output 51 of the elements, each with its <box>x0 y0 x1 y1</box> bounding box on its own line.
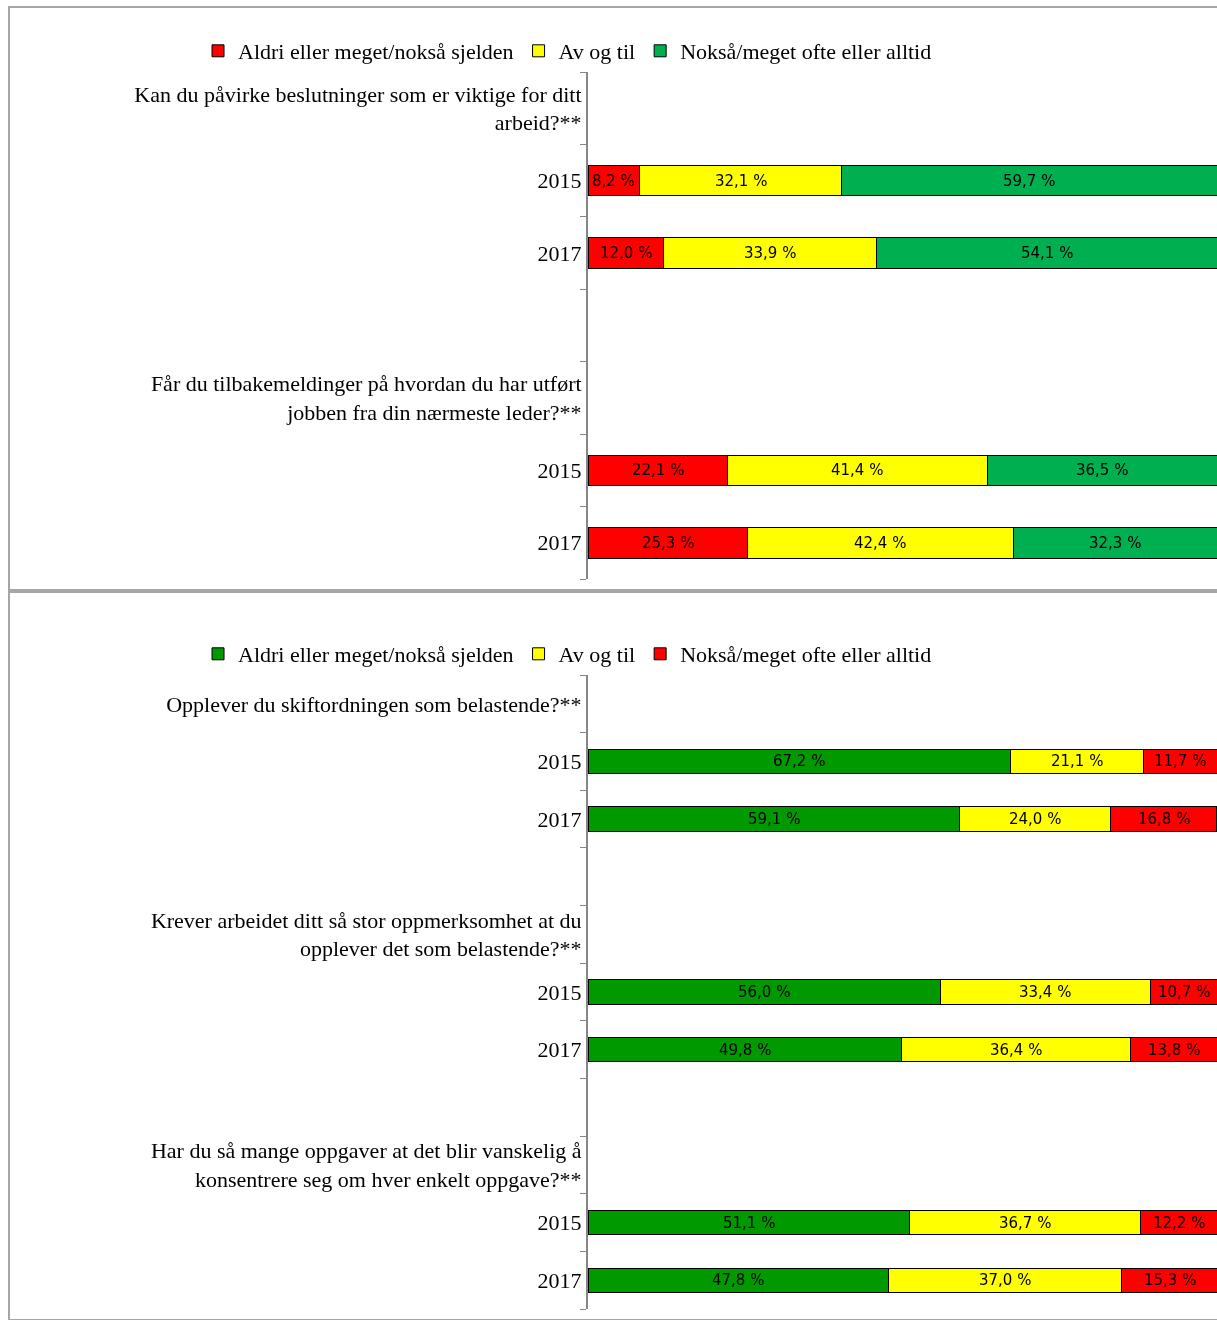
data-label: 10,7 % <box>1158 983 1211 1001</box>
data-label: 8,2 % <box>592 172 635 190</box>
y-tick-label: Har du så mange oppgaver at det blir vanskelig å konsentrere seg om hver enkelt oppgave?** <box>150 1138 582 1192</box>
y-tick-label: Krever arbeidet ditt så stor oppmerksomhet at du opplever det som belastende?** <box>150 907 582 962</box>
legend-label: Aldri eller meget/nokså sjelden <box>238 642 514 668</box>
data-label: 51,1 % <box>723 1214 776 1232</box>
data-label: 47,8 % <box>712 1271 765 1289</box>
data-label: 24,0 % <box>1009 810 1062 828</box>
data-label: 42,4 % <box>854 534 907 552</box>
data-label: 36,5 % <box>1076 461 1129 479</box>
data-label: 49,8 % <box>719 1041 772 1059</box>
data-label: 13,8 % <box>1148 1041 1201 1059</box>
data-label: 25,3 % <box>642 534 695 552</box>
data-label: 36,7 % <box>999 1214 1052 1232</box>
data-label: 37,0 % <box>979 1271 1032 1289</box>
data-label: 32,1 % <box>715 172 768 190</box>
data-label: 59,7 % <box>1003 172 1056 190</box>
data-label: 33,9 % <box>744 244 797 262</box>
data-label: 15,3 % <box>1144 1271 1197 1289</box>
data-label: 12,2 % <box>1153 1214 1206 1232</box>
y-tick-label: Opplever du skiftordningen som belastende?** <box>166 691 582 717</box>
y-tick-label: 2017 <box>537 1267 582 1293</box>
data-label: 59,1 % <box>748 810 801 828</box>
data-label: 56,0 % <box>738 983 791 1001</box>
y-tick-label: 2015 <box>537 168 582 194</box>
y-tick-label: 2017 <box>537 806 582 832</box>
data-label: 11,7 % <box>1154 752 1207 770</box>
y-tick-label: Får du tilbakemeldinger på hvordan du har utført jobben fra din nærmeste leder?** <box>150 371 582 425</box>
data-label: 12,0 % <box>600 244 653 262</box>
data-label: 36,4 % <box>990 1041 1043 1059</box>
legend-label: Aldri eller meget/nokså sjelden <box>238 39 514 65</box>
y-tick-label: 2015 <box>537 749 582 775</box>
y-tick-label: 2015 <box>537 979 582 1005</box>
y-tick-label: 2015 <box>537 1210 582 1236</box>
y-tick-label: 2017 <box>537 530 582 556</box>
data-label: 33,4 % <box>1019 983 1072 1001</box>
data-label: 32,3 % <box>1089 534 1142 552</box>
legend-label: Av og til <box>558 39 636 65</box>
data-label: 16,8 % <box>1138 810 1191 828</box>
y-tick-label: 2015 <box>537 458 582 484</box>
data-label: 41,4 % <box>831 461 884 479</box>
data-label: 67,2 % <box>773 752 826 770</box>
data-label: 22,1 % <box>632 461 685 479</box>
legend-label: Nokså/meget ofte eller alltid <box>680 39 932 65</box>
legend-label: Nokså/meget ofte eller alltid <box>680 642 932 668</box>
y-tick-label: 2017 <box>537 240 582 266</box>
data-label: 21,1 % <box>1051 752 1104 770</box>
legend-label: Av og til <box>558 642 636 668</box>
y-tick-label: Kan du påvirke beslutninger som er viktige for ditt arbeid?** <box>134 81 582 136</box>
data-label: 54,1 % <box>1021 244 1074 262</box>
y-tick-label: 2017 <box>537 1037 582 1063</box>
